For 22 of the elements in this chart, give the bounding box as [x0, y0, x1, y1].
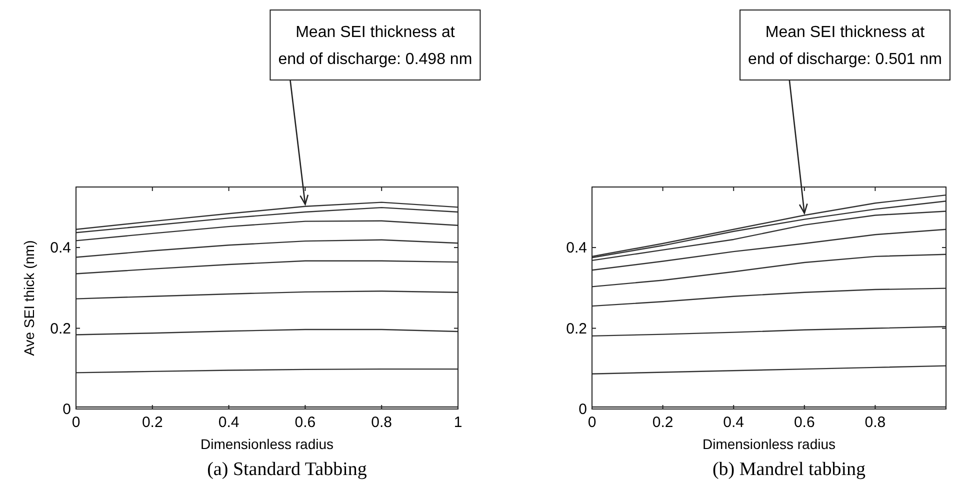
y-tick-label: 0.2	[50, 320, 71, 338]
x-tick-label: 0.8	[864, 414, 886, 431]
y-axis-title: Ave SEI thick (nm)	[21, 240, 37, 356]
y-tick-label: 0.2	[566, 320, 587, 338]
annotation: Mean SEI thickness at end of discharge: 0.498 nm	[278, 24, 472, 68]
x-axis-title: Dimensionless radius	[702, 436, 836, 452]
x-tick-label: 0.2	[652, 414, 674, 431]
x-tick-label: 0.8	[371, 414, 392, 431]
y-tick-label: 0	[62, 401, 71, 418]
y-tick-label: 0.4	[50, 240, 71, 257]
annotation: Mean SEI thickness at end of discharge: 0.501 nm	[748, 24, 942, 68]
x-tick-label: 0.6	[294, 414, 316, 431]
x-tick-label: 0.4	[218, 414, 240, 431]
text: (b) Mandrel tabbing	[712, 459, 866, 480]
text: (a) Standard Tabbing	[207, 459, 368, 480]
x-axis-title: Dimensionless radius	[200, 436, 334, 452]
x-tick-label: 1	[454, 414, 462, 431]
y-tick-label: 0.4	[566, 240, 587, 257]
x-tick-label: 0.6	[794, 414, 815, 431]
x-tick-label: 0.2	[142, 414, 163, 431]
x-tick-label: 0.4	[723, 414, 744, 431]
y-tick-label: 0	[578, 401, 587, 418]
